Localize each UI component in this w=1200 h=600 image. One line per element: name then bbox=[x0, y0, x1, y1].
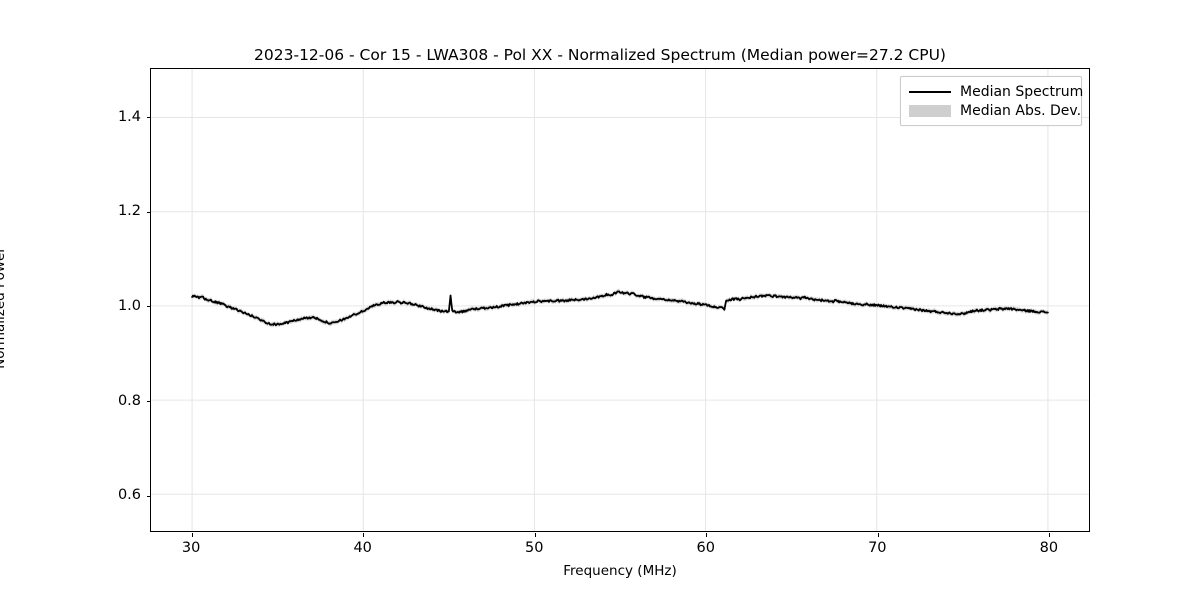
y-tick-label: 1.0 bbox=[117, 297, 141, 314]
y-tick-label: 0.6 bbox=[117, 487, 141, 504]
patch-swatch-icon bbox=[909, 104, 951, 117]
line-swatch-icon bbox=[909, 86, 951, 97]
plot-area bbox=[147, 68, 1090, 537]
x-tick-label: 70 bbox=[868, 540, 887, 556]
chart-legend[interactable]: Median Spectrum Median Abs. Dev. bbox=[900, 76, 1083, 126]
x-tick-label: 80 bbox=[1039, 540, 1059, 556]
x-tick-mark bbox=[1049, 533, 1051, 537]
chart-title: 2023-12-06 - Cor 15 - LWA308 - Pol XX - … bbox=[254, 46, 946, 64]
y-tick-label: 0.8 bbox=[117, 392, 141, 409]
legend-label: Median Spectrum bbox=[960, 83, 1084, 100]
x-tick-label: 30 bbox=[181, 540, 201, 556]
x-tick-mark bbox=[706, 533, 708, 537]
x-tick-label: 60 bbox=[696, 540, 715, 556]
y-tick-mark bbox=[147, 400, 151, 403]
y-tick-label: 1.4 bbox=[117, 108, 141, 125]
x-tick-label: 50 bbox=[524, 540, 544, 556]
y-tick-label: 1.2 bbox=[117, 203, 141, 220]
y-tick-mark bbox=[147, 117, 151, 119]
x-tick-label: 40 bbox=[353, 540, 372, 556]
data-layer bbox=[191, 288, 1049, 328]
x-tick-mark bbox=[877, 533, 879, 537]
legend-item-median-spectrum[interactable]: Median Spectrum bbox=[909, 82, 1083, 101]
legend-label: Median Abs. Dev. bbox=[960, 102, 1082, 119]
x-tick-mark bbox=[363, 533, 365, 537]
x-tick-mark bbox=[191, 533, 193, 537]
x-tick-mark bbox=[534, 533, 536, 537]
y-axis-label: Normalized Power bbox=[0, 247, 8, 369]
y-tick-mark bbox=[147, 306, 151, 308]
x-axis-label: Frequency (MHz) bbox=[563, 563, 677, 579]
median-abs-dev-band bbox=[192, 288, 1048, 328]
median-spectrum-line bbox=[191, 290, 1049, 327]
y-tick-mark bbox=[147, 211, 151, 213]
y-tick-mark bbox=[147, 495, 151, 497]
legend-item-median-abs-dev[interactable]: Median Abs. Dev. bbox=[909, 101, 1081, 120]
